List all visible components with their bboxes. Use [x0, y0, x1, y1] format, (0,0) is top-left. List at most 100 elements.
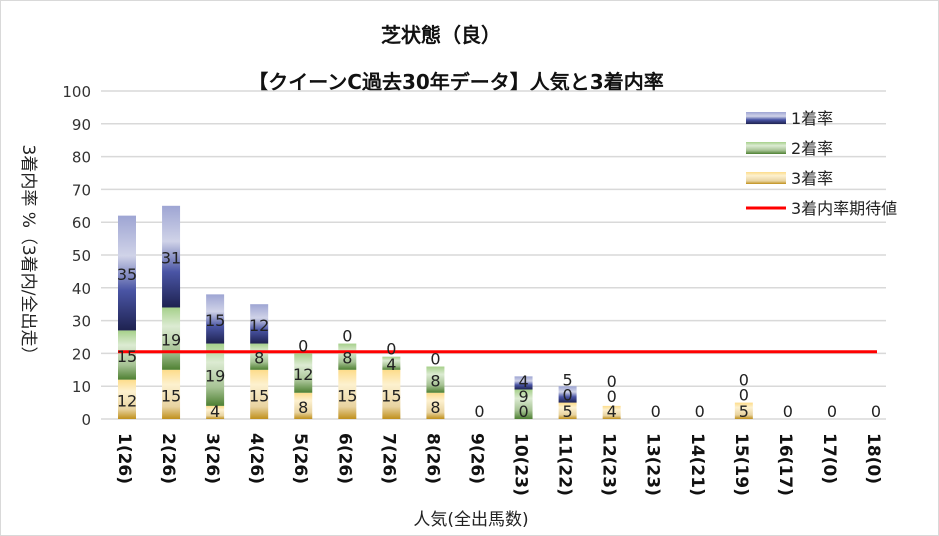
x-axis-label: 人気(全出馬数): [413, 510, 528, 530]
data-label: 19: [161, 331, 181, 350]
bar-segment: [118, 330, 136, 380]
bar-segment: [250, 343, 269, 370]
data-label: 35: [117, 265, 137, 284]
data-label: 5: [563, 402, 573, 421]
data-label: 0: [607, 372, 617, 391]
x-tick-label: 17(0): [819, 433, 839, 484]
data-label: 8: [430, 398, 440, 417]
bar-segment: [382, 356, 401, 370]
data-label: 0: [298, 336, 308, 355]
x-tick-label: 5(26): [290, 433, 310, 484]
y-tick-label: 60: [72, 214, 91, 232]
x-tick-label: 8(26): [422, 433, 442, 484]
data-label: 19: [205, 367, 225, 386]
legend-label: 1着率: [791, 109, 833, 128]
data-label: 15: [381, 386, 401, 405]
data-label: 4: [210, 402, 220, 421]
legend-label: 2着率: [791, 139, 833, 158]
data-label: 15: [117, 347, 137, 366]
bar-segment: [338, 343, 357, 370]
data-label: 0: [518, 402, 528, 421]
y-tick-label: 90: [72, 116, 91, 134]
data-label: 0: [607, 387, 617, 406]
x-tick-label: 2(26): [158, 433, 178, 484]
bar-segment: [602, 405, 621, 419]
data-label: 15: [205, 311, 225, 330]
bar-segment: [426, 392, 445, 419]
bar-segment: [118, 379, 136, 419]
bar-segment: [206, 294, 225, 344]
bar-segment: [426, 366, 445, 393]
y-tick-label: 100: [62, 83, 91, 101]
bar-segment: [250, 369, 269, 419]
y-tick-label: 0: [81, 411, 91, 429]
chart-subtitle: 【クイーンC過去30年データ】人気と3着内率: [248, 70, 663, 94]
bar-segment: [206, 405, 225, 419]
x-tick-label: 9(26): [466, 433, 486, 484]
legend-swatch: [746, 142, 786, 154]
data-label: 0: [651, 402, 661, 421]
data-label: 31: [161, 249, 181, 268]
data-label: 12: [293, 365, 313, 384]
bar-segment: [558, 402, 577, 419]
data-label: 0: [783, 402, 793, 421]
data-label: 8: [342, 349, 352, 368]
data-label: 0: [695, 402, 705, 421]
bar-segment: [294, 392, 313, 419]
x-tick-label: 14(21): [687, 433, 707, 496]
bar-segment: [382, 369, 401, 419]
bar-segment: [206, 343, 225, 406]
y-tick-label: 20: [72, 345, 91, 363]
y-tick-label: 50: [72, 247, 91, 265]
data-label: 0: [827, 402, 837, 421]
data-label: 15: [161, 386, 181, 405]
data-label: 0: [474, 402, 484, 421]
bar-segment: [514, 389, 533, 419]
data-label: 4: [607, 402, 617, 421]
y-tick-label: 70: [72, 181, 91, 199]
bar-segment: [294, 353, 313, 393]
chart-title: 芝状態（良）: [381, 23, 501, 47]
x-tick-label: 6(26): [334, 433, 354, 484]
bar-segment: [162, 369, 181, 419]
data-label: 5: [739, 402, 749, 421]
bar-segment: [162, 307, 181, 370]
x-tick-label: 3(26): [202, 433, 222, 484]
data-label: 8: [254, 349, 264, 368]
x-tick-label: 16(17): [775, 433, 795, 496]
data-label: 12: [117, 391, 137, 410]
bar-segment: [118, 215, 136, 331]
y-tick-label: 30: [72, 313, 91, 331]
legend-label: 3着内率期待値: [791, 199, 897, 218]
bar-segment: [734, 402, 753, 419]
data-label: 8: [430, 372, 440, 391]
x-tick-label: 11(22): [555, 433, 575, 496]
x-tick-label: 13(23): [643, 433, 663, 496]
y-tick-label: 40: [72, 280, 91, 298]
data-label: 4: [518, 372, 528, 391]
data-label: 15: [337, 386, 357, 405]
bar-segment: [250, 304, 269, 344]
x-tick-label: 10(23): [511, 433, 531, 496]
data-label: 12: [249, 316, 269, 335]
x-tick-label: 4(26): [246, 433, 266, 484]
legend-swatch: [746, 172, 786, 184]
bar-segment: [558, 386, 577, 403]
data-label: 5: [563, 371, 573, 390]
data-label: 0: [342, 327, 352, 346]
x-tick-label: 15(19): [731, 433, 751, 496]
bar-segment: [514, 376, 533, 390]
x-tick-label: 7(26): [378, 433, 398, 484]
data-label: 0: [563, 386, 573, 405]
data-label: 15: [249, 386, 269, 405]
data-label: 9: [518, 387, 528, 406]
data-label: 0: [430, 350, 440, 369]
y-tick-label: 80: [72, 149, 91, 167]
data-label: 0: [739, 386, 749, 405]
data-label: 0: [386, 340, 396, 359]
data-label: 4: [386, 355, 396, 374]
x-tick-label: 18(0): [863, 433, 883, 484]
data-label: 0: [739, 371, 749, 390]
